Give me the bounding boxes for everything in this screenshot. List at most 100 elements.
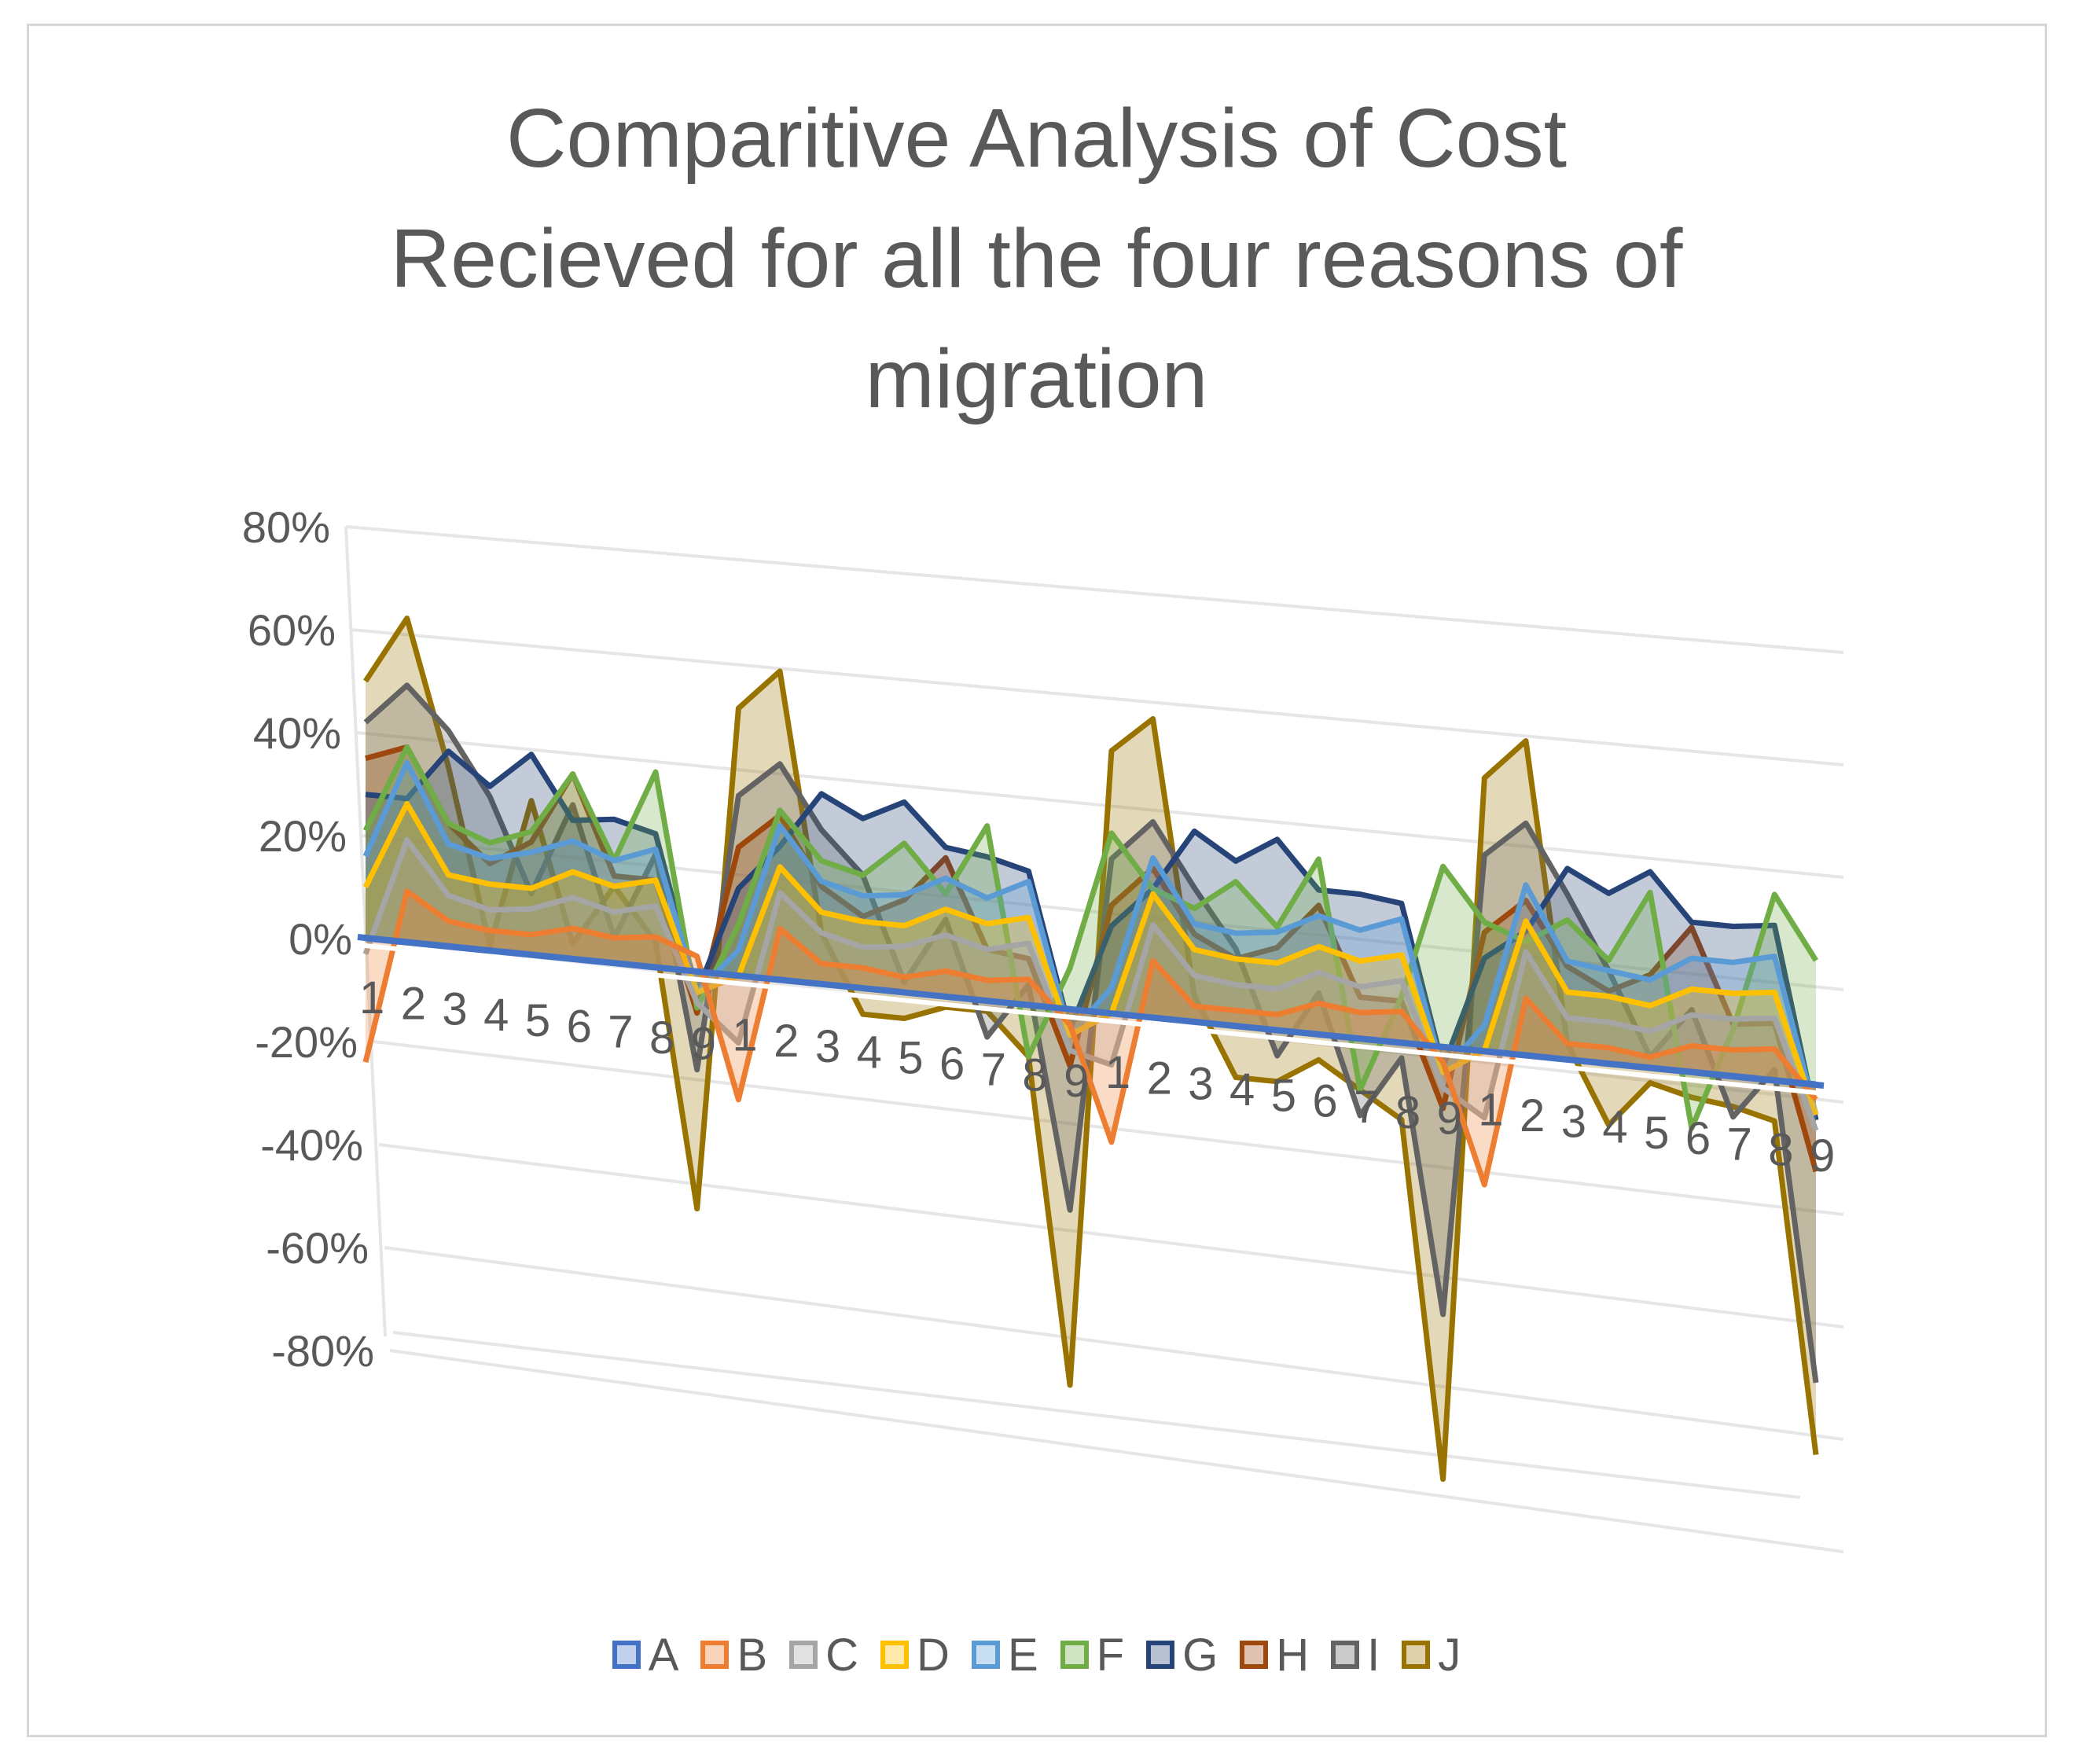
legend-swatch bbox=[789, 1641, 818, 1669]
x-tick-label: 1 bbox=[732, 1010, 757, 1061]
x-tick-label: 2 bbox=[1520, 1090, 1545, 1141]
x-tick-label: 3 bbox=[442, 984, 467, 1035]
y-tick-label: 60% bbox=[248, 605, 336, 655]
x-tick-label: 6 bbox=[567, 1001, 592, 1052]
x-tick-label: 5 bbox=[898, 1033, 923, 1084]
legend-item-C: C bbox=[789, 1629, 858, 1681]
x-tick-label: 8 bbox=[1022, 1050, 1047, 1101]
x-tick-label: 1 bbox=[1105, 1047, 1130, 1098]
y-tick-label: 80% bbox=[242, 502, 330, 552]
x-tick-label: 8 bbox=[1395, 1087, 1421, 1138]
series-line-G bbox=[365, 748, 1819, 1121]
x-tick-label: 9 bbox=[691, 1018, 716, 1069]
x-tick-label: 2 bbox=[401, 978, 426, 1029]
y-tick-label: -60% bbox=[266, 1223, 369, 1273]
legend-label: I bbox=[1367, 1629, 1380, 1681]
gridline bbox=[389, 1349, 1844, 1553]
gridline bbox=[351, 628, 1844, 766]
x-tick-label: 1 bbox=[1478, 1085, 1503, 1136]
legend-label: C bbox=[825, 1629, 859, 1681]
gridline bbox=[384, 1246, 1844, 1441]
legend-item-D: D bbox=[880, 1629, 950, 1681]
series-area-B bbox=[366, 891, 1816, 1185]
gridline bbox=[378, 1143, 1844, 1329]
series-line-F bbox=[362, 744, 1818, 1131]
x-tick-label: 8 bbox=[649, 1012, 674, 1064]
legend-label: F bbox=[1096, 1629, 1125, 1681]
y-tick-label: -40% bbox=[260, 1120, 363, 1170]
x-tick-label: 6 bbox=[1685, 1113, 1711, 1164]
legend-label: A bbox=[648, 1629, 679, 1681]
legend-item-F: F bbox=[1060, 1629, 1124, 1681]
legend-item-H: H bbox=[1240, 1629, 1309, 1681]
x-tick-label: 6 bbox=[1312, 1076, 1337, 1127]
gridline bbox=[345, 525, 1844, 654]
legend-item-E: E bbox=[971, 1629, 1038, 1681]
y-tick-label: 0% bbox=[289, 914, 352, 964]
x-tick-label: 3 bbox=[1188, 1059, 1213, 1110]
x-tick-label: 2 bbox=[774, 1016, 799, 1067]
chart-title-line-1: Comparitive Analysis of Cost bbox=[505, 92, 1568, 185]
y-axis-line bbox=[344, 526, 387, 1337]
y-tick-label: 20% bbox=[259, 811, 347, 861]
series-line-B bbox=[362, 888, 1818, 1188]
x-tick-label: 7 bbox=[981, 1044, 1006, 1095]
legend: A B C D E F G H I J bbox=[0, 1623, 2073, 1686]
legend-label: D bbox=[917, 1629, 950, 1681]
series-line-I bbox=[363, 682, 1819, 1384]
x-tick-label: 7 bbox=[1354, 1082, 1379, 1133]
zero-baseline bbox=[357, 934, 1825, 1089]
legend-label: J bbox=[1438, 1629, 1461, 1681]
legend-swatch bbox=[1240, 1641, 1269, 1669]
gridline bbox=[356, 731, 1844, 879]
x-tick-label: 5 bbox=[1271, 1070, 1296, 1121]
legend-swatch bbox=[880, 1641, 910, 1669]
y-tick-label: 40% bbox=[253, 708, 341, 758]
legend-item-I: I bbox=[1331, 1629, 1380, 1681]
legend-item-G: G bbox=[1146, 1629, 1218, 1681]
legend-item-A: A bbox=[612, 1629, 679, 1681]
x-tick-label: 9 bbox=[1810, 1130, 1835, 1182]
y-tick-label: -20% bbox=[255, 1017, 358, 1067]
x-tick-label: 3 bbox=[1561, 1096, 1586, 1147]
legend-label: B bbox=[737, 1629, 768, 1681]
x-tick-label: 5 bbox=[1644, 1108, 1669, 1159]
x-tick-label: 7 bbox=[1727, 1119, 1752, 1170]
floor-line bbox=[392, 1331, 1801, 1499]
legend-label: G bbox=[1182, 1629, 1218, 1681]
chart-title-line-3: migration bbox=[865, 333, 1208, 425]
x-tick-label: 9 bbox=[1437, 1093, 1462, 1144]
x-tick-label: 2 bbox=[1147, 1053, 1172, 1104]
legend-item-B: B bbox=[700, 1629, 767, 1681]
x-tick-label: 4 bbox=[857, 1027, 882, 1078]
legend-swatch bbox=[1146, 1641, 1175, 1669]
y-axis-ticks: 80% 60% 40% 20% 0% -20% -40% -60% -80% bbox=[242, 502, 374, 1376]
legend-swatch bbox=[1060, 1641, 1089, 1669]
legend-label: E bbox=[1007, 1629, 1038, 1681]
chart-title-line-2: Recieved for all the four reasons of bbox=[390, 212, 1683, 305]
series-area-F bbox=[366, 747, 1816, 1129]
x-tick-label: 1 bbox=[359, 972, 384, 1023]
x-tick-label: 4 bbox=[483, 990, 509, 1041]
x-tick-label: 3 bbox=[815, 1021, 840, 1072]
y-tick-label: -80% bbox=[271, 1326, 374, 1376]
legend-swatch bbox=[1331, 1641, 1360, 1669]
x-tick-label: 4 bbox=[1602, 1102, 1627, 1153]
legend-swatch bbox=[612, 1641, 641, 1669]
series-line-D bbox=[362, 800, 1819, 1116]
legend-item-J: J bbox=[1402, 1629, 1461, 1681]
x-tick-label: 4 bbox=[1229, 1064, 1255, 1115]
chart-title: Comparitive Analysis of Cost Recieved fo… bbox=[0, 79, 2073, 439]
legend-label: H bbox=[1276, 1629, 1310, 1681]
zero-baseline-edge bbox=[357, 943, 1825, 1096]
series-line-C bbox=[362, 836, 1819, 1132]
x-tick-label: 5 bbox=[525, 995, 550, 1046]
legend-swatch bbox=[1402, 1641, 1431, 1669]
legend-swatch bbox=[700, 1641, 730, 1669]
x-tick-label: 9 bbox=[1064, 1056, 1089, 1107]
x-tick-label: 7 bbox=[608, 1007, 633, 1058]
x-tick-label: 6 bbox=[939, 1038, 965, 1090]
legend-swatch bbox=[971, 1641, 1000, 1669]
